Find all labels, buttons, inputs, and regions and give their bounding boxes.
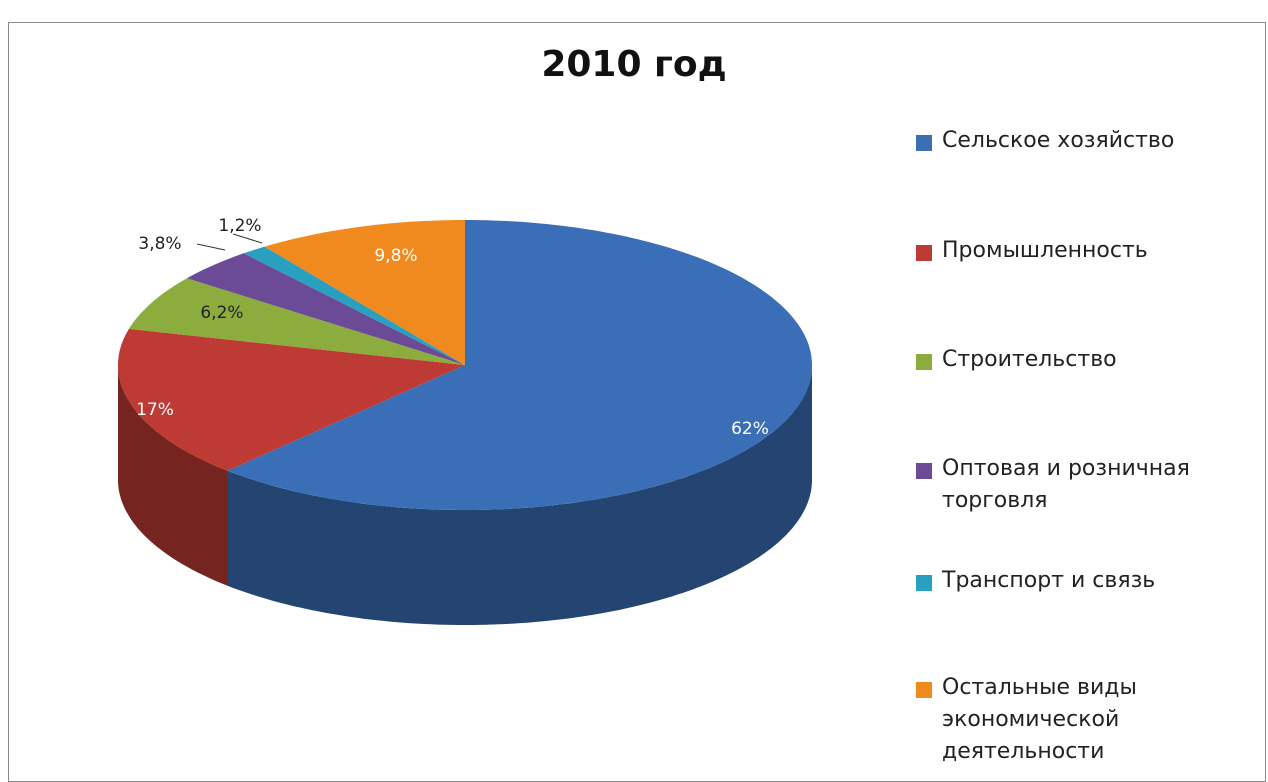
slice (128, 278, 465, 365)
legend-item: Оптовая и розничная торговля (916, 453, 1206, 517)
data-label: 9,8% (374, 246, 417, 266)
legend-swatch (916, 575, 932, 591)
slice (243, 246, 465, 365)
slice (264, 220, 465, 365)
legend-item: Промышленность (916, 235, 1246, 267)
legend-swatch (916, 245, 932, 261)
legend-swatch (916, 135, 932, 151)
data-label: 62% (731, 419, 769, 439)
legend-item: Строительство (916, 344, 1246, 376)
legend-item: Сельское хозяйство (916, 125, 1246, 157)
leader-line (196, 243, 226, 251)
slice-side (227, 365, 812, 625)
legend-swatch (916, 354, 932, 370)
legend-label: Сельское хозяйство (942, 128, 1175, 153)
legend-label: Строительство (942, 347, 1117, 372)
legend-label: Промышленность (942, 238, 1148, 263)
leader-line (232, 233, 263, 244)
legend-label: Остальные виды экономической деятельност… (942, 675, 1137, 764)
legend-label: Транспорт и связь (942, 568, 1156, 593)
legend-item: Транспорт и связь (916, 565, 1246, 597)
legend-label: Оптовая и розничная торговля (942, 456, 1190, 513)
data-label: 1,2% (218, 216, 261, 236)
slice-side (118, 365, 228, 586)
data-label: 6,2% (200, 303, 243, 323)
data-label: 3,8% (138, 234, 181, 254)
legend-swatch (916, 463, 932, 479)
legend-swatch (916, 682, 932, 698)
slice (186, 253, 465, 365)
legend-item: Остальные виды экономической деятельност… (916, 672, 1146, 768)
data-label: 17% (136, 400, 174, 420)
chart-title: 2010 год (541, 44, 727, 85)
slice (227, 220, 812, 510)
slice (118, 328, 465, 471)
